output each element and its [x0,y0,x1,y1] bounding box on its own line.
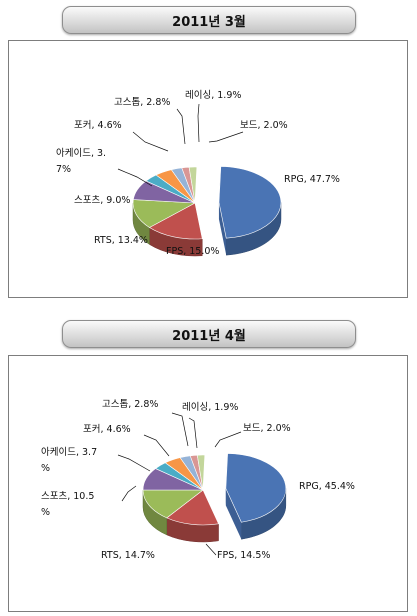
data-label-포커: 포커, 4.6% [83,424,131,435]
chart-title-april: 2011년 4월 [62,320,356,348]
data-label-아케이드: 아케이드, 3.7% [41,447,97,474]
leader-line-레이싱 [197,103,200,143]
pie-labels: RPG, 47.7% FPS, 15.0% RTS, 13.4% 스포츠, 9.0% 아… [56,90,340,257]
pie-tops [142,453,287,526]
data-label-스포츠: 스포츠, 10.5% [41,491,94,518]
leader-line-포커 [132,131,169,152]
leader-line-포커 [143,434,170,457]
slice-보드 [188,166,198,204]
data-label-고스톱: 고스톱, 2.8% [102,399,158,410]
chart-title-march: 2011년 3월 [62,6,356,34]
data-label-보드: 보드, 2.0% [243,423,291,434]
slice-rts [142,489,204,519]
pie-labels: RPG, 45.4% FPS, 14.5% RTS, 14.7% 스포츠, 10.5%… [41,399,355,561]
leader-line-아케이드 [117,454,151,472]
slice-rpg [225,453,287,523]
chart-panel-march: RPG, 47.7% FPS, 15.0% RTS, 13.4% 스포츠, 9.0% 아… [8,40,408,298]
data-label-rts: RTS, 14.7% [101,550,155,561]
pie-tops [132,166,282,240]
data-label-아케이드: 아케이드, 3.7% [56,148,106,175]
pie-leaders [117,103,244,187]
data-label-스포츠: 스포츠, 9.0% [74,195,130,206]
data-label-fps: FPS, 15.0% [166,246,219,257]
slice-보드 [196,454,206,491]
pie-sides [142,453,287,543]
leader-line-보드 [214,431,242,448]
leader-line-고스톱 [171,412,189,447]
pie-sides [132,166,282,257]
data-label-레이싱: 레이싱, 1.9% [185,90,241,101]
slice-fps [148,202,203,240]
leader-line-고스톱 [176,108,186,145]
leader-line-보드 [208,131,244,143]
pie-leaders [117,412,242,556]
data-label-rpg: RPG, 47.7% [284,174,340,185]
slice-fps [166,489,219,526]
data-label-rpg: RPG, 45.4% [299,481,355,492]
data-label-고스톱: 고스톱, 2.8% [114,97,170,108]
pie-chart-march: RPG, 47.7% FPS, 15.0% RTS, 13.4% 스포츠, 9.0% 아… [56,90,340,257]
leader-line-레이싱 [188,417,198,449]
slice-rpg [218,166,282,239]
data-label-fps: FPS, 14.5% [217,550,270,561]
leader-line-fps [205,543,217,556]
data-label-보드: 보드, 2.0% [240,120,288,131]
data-label-rts: RTS, 13.4% [94,235,148,246]
slice-face-1-rpg [218,202,227,256]
pie-chart-april: RPG, 45.4% FPS, 14.5% RTS, 14.7% 스포츠, 10.5%… [41,399,355,561]
chart-panel-april: RPG, 45.4% FPS, 14.5% RTS, 14.7% 스포츠, 10.5%… [8,355,408,612]
data-label-레이싱: 레이싱, 1.9% [182,402,238,413]
leader-line-스포츠 [121,485,137,502]
data-label-포커: 포커, 4.6% [74,120,122,131]
leader-line-아케이드 [117,168,153,187]
slice-face-1-rpg [225,488,242,540]
